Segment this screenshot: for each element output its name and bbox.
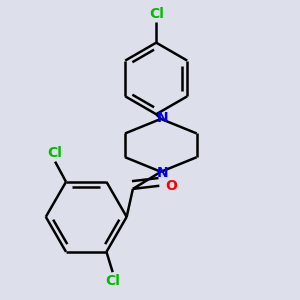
Text: O: O [165,179,177,193]
Text: Cl: Cl [149,7,164,21]
Text: Cl: Cl [48,146,63,160]
Text: N: N [157,111,168,125]
Text: N: N [157,166,168,180]
Text: Cl: Cl [105,274,120,288]
